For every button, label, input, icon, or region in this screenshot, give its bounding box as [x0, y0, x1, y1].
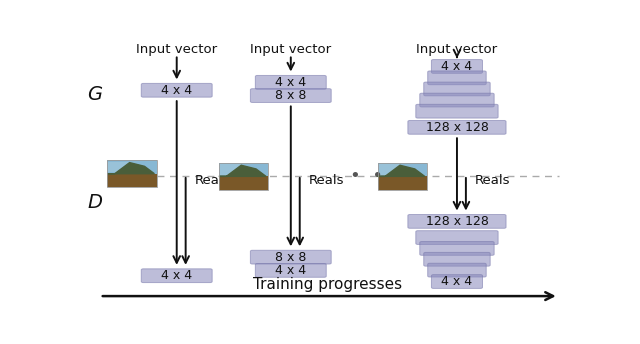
Text: Reals: Reals	[475, 174, 510, 187]
Bar	[219, 163, 269, 176]
FancyBboxPatch shape	[428, 71, 486, 85]
Bar	[378, 163, 428, 190]
Text: •  •  •: • • •	[350, 168, 405, 185]
Bar	[378, 163, 428, 176]
FancyBboxPatch shape	[408, 215, 506, 228]
FancyBboxPatch shape	[255, 75, 326, 89]
Text: 128 x 128: 128 x 128	[426, 121, 488, 134]
Text: Input vector: Input vector	[417, 43, 497, 56]
Bar	[108, 162, 130, 172]
Text: Input vector: Input vector	[136, 43, 218, 56]
Text: Input vector: Input vector	[250, 43, 332, 56]
FancyBboxPatch shape	[255, 264, 326, 277]
Text: 128 x 128: 128 x 128	[426, 215, 488, 228]
Text: 8 x 8: 8 x 8	[275, 89, 307, 102]
Text: Reals: Reals	[195, 174, 230, 187]
Text: 8 x 8: 8 x 8	[275, 251, 307, 264]
Bar	[108, 160, 157, 174]
Bar	[378, 164, 400, 175]
Text: D: D	[88, 193, 102, 212]
FancyBboxPatch shape	[424, 252, 490, 266]
FancyBboxPatch shape	[408, 120, 506, 134]
Bar	[219, 176, 269, 190]
Polygon shape	[108, 163, 154, 174]
FancyBboxPatch shape	[424, 82, 490, 96]
Polygon shape	[219, 165, 266, 176]
Bar	[108, 174, 157, 187]
Polygon shape	[378, 165, 425, 176]
FancyBboxPatch shape	[431, 275, 483, 288]
Text: Training progresses: Training progresses	[253, 277, 403, 292]
FancyBboxPatch shape	[416, 231, 498, 245]
FancyBboxPatch shape	[420, 93, 494, 107]
Bar	[378, 176, 428, 190]
FancyBboxPatch shape	[250, 250, 332, 264]
Text: 4 x 4: 4 x 4	[161, 269, 192, 282]
FancyBboxPatch shape	[141, 269, 212, 282]
FancyBboxPatch shape	[141, 83, 212, 97]
Text: G: G	[87, 85, 102, 104]
Text: Reals: Reals	[308, 174, 344, 187]
Text: 4 x 4: 4 x 4	[442, 60, 472, 73]
FancyBboxPatch shape	[428, 263, 486, 277]
FancyBboxPatch shape	[420, 241, 494, 255]
FancyBboxPatch shape	[416, 104, 498, 118]
FancyBboxPatch shape	[431, 60, 483, 73]
FancyBboxPatch shape	[250, 89, 332, 103]
Text: 4 x 4: 4 x 4	[161, 84, 192, 97]
Bar	[219, 164, 241, 175]
Text: 4 x 4: 4 x 4	[275, 264, 307, 277]
Text: 4 x 4: 4 x 4	[442, 275, 472, 288]
Text: 4 x 4: 4 x 4	[275, 76, 307, 89]
Bar	[108, 160, 157, 187]
Bar	[219, 163, 269, 190]
